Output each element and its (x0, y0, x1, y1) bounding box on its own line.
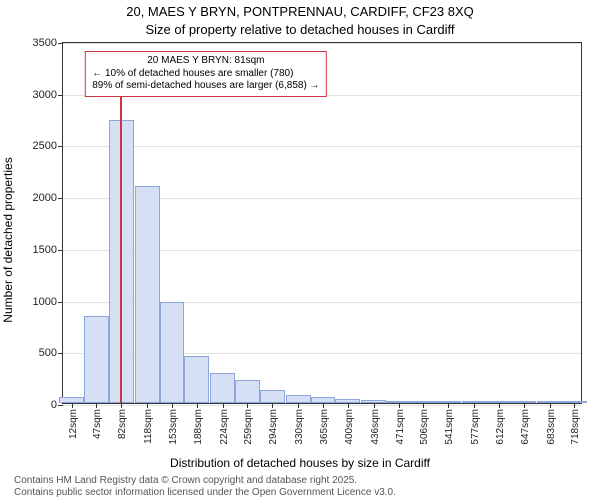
histogram-bar (235, 380, 260, 403)
xtick-label: 118sqm (143, 409, 154, 444)
ytick-mark (58, 146, 63, 147)
xtick-label: 436sqm (370, 409, 381, 445)
ytick-label: 3500 (33, 37, 57, 49)
annotation-line: 20 MAES Y BRYN: 81sqm (92, 55, 319, 68)
histogram-bar (135, 186, 160, 403)
ytick-mark (58, 405, 63, 406)
annotation-line: 89% of semi-detached houses are larger (… (92, 80, 319, 93)
footer-copyright-2: Contains public sector information licen… (14, 487, 396, 498)
xtick-label: 12sqm (68, 409, 79, 439)
annotation-box: 20 MAES Y BRYN: 81sqm← 10% of detached h… (85, 51, 326, 97)
ytick-mark (58, 250, 63, 251)
xtick-mark (348, 403, 349, 408)
xtick-mark (72, 403, 73, 408)
chart-title-line2: Size of property relative to detached ho… (0, 22, 600, 37)
ytick-label: 500 (39, 347, 57, 359)
plot-area: 050010001500200025003000350012sqm47sqm82… (62, 42, 582, 404)
xtick-label: 82sqm (117, 409, 128, 439)
xtick-label: 365sqm (319, 409, 330, 445)
xtick-mark (197, 403, 198, 408)
xtick-label: 294sqm (268, 409, 279, 445)
xtick-mark (448, 403, 449, 408)
histogram-bar (210, 373, 235, 403)
xtick-label: 541sqm (444, 409, 455, 445)
histogram-bar (286, 395, 311, 403)
ytick-label: 2000 (33, 192, 57, 204)
xtick-mark (223, 403, 224, 408)
xtick-mark (399, 403, 400, 408)
xtick-label: 506sqm (419, 409, 430, 445)
gridline-h (63, 405, 581, 406)
histogram-bar (160, 302, 185, 403)
histogram-chart: 20, MAES Y BRYN, PONTPRENNAU, CARDIFF, C… (0, 0, 600, 500)
xtick-mark (323, 403, 324, 408)
gridline-h (63, 43, 581, 44)
y-axis-label: Number of detached properties (1, 157, 15, 322)
xtick-mark (298, 403, 299, 408)
ytick-label: 1000 (33, 296, 57, 308)
xtick-mark (121, 403, 122, 408)
xtick-label: 330sqm (294, 409, 305, 445)
xtick-label: 612sqm (495, 409, 506, 445)
ytick-mark (58, 198, 63, 199)
x-axis-label: Distribution of detached houses by size … (0, 456, 600, 470)
xtick-mark (499, 403, 500, 408)
histogram-bar (260, 390, 285, 403)
xtick-label: 259sqm (243, 409, 254, 445)
ytick-label: 2500 (33, 140, 57, 152)
ytick-label: 0 (51, 399, 57, 411)
ytick-mark (58, 353, 63, 354)
footer-copyright-1: Contains HM Land Registry data © Crown c… (14, 475, 357, 486)
xtick-label: 47sqm (92, 409, 103, 439)
xtick-mark (423, 403, 424, 408)
xtick-mark (272, 403, 273, 408)
ytick-mark (58, 302, 63, 303)
subject-marker-line (120, 81, 122, 403)
xtick-label: 471sqm (395, 409, 406, 445)
ytick-mark (58, 95, 63, 96)
ytick-label: 1500 (33, 244, 57, 256)
xtick-mark (574, 403, 575, 408)
xtick-label: 224sqm (219, 409, 230, 445)
xtick-mark (96, 403, 97, 408)
xtick-mark (247, 403, 248, 408)
xtick-mark (524, 403, 525, 408)
ytick-mark (58, 43, 63, 44)
xtick-label: 647sqm (520, 409, 531, 445)
ytick-label: 3000 (33, 89, 57, 101)
xtick-mark (374, 403, 375, 408)
xtick-mark (474, 403, 475, 408)
histogram-bar (84, 316, 109, 403)
xtick-label: 188sqm (193, 409, 204, 445)
chart-title-line1: 20, MAES Y BRYN, PONTPRENNAU, CARDIFF, C… (0, 4, 600, 19)
xtick-label: 683sqm (546, 409, 557, 445)
xtick-label: 153sqm (168, 409, 179, 445)
xtick-label: 718sqm (570, 409, 581, 445)
xtick-mark (172, 403, 173, 408)
histogram-bar (184, 356, 209, 403)
annotation-line: ← 10% of detached houses are smaller (78… (92, 68, 319, 81)
xtick-label: 400sqm (344, 409, 355, 445)
xtick-label: 577sqm (470, 409, 481, 445)
xtick-mark (550, 403, 551, 408)
xtick-mark (147, 403, 148, 408)
gridline-h (63, 146, 581, 147)
